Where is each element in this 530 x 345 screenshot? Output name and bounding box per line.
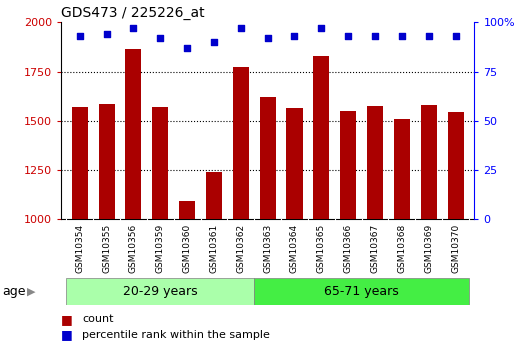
Bar <box>152 107 169 345</box>
Bar <box>421 105 437 345</box>
Text: GSM10354: GSM10354 <box>75 224 84 273</box>
Text: age: age <box>3 285 26 298</box>
Text: ■: ■ <box>61 328 73 341</box>
Bar <box>179 201 195 345</box>
Text: GSM10366: GSM10366 <box>343 224 352 273</box>
Bar <box>72 107 88 345</box>
Text: GSM10364: GSM10364 <box>290 224 299 273</box>
Point <box>156 36 164 41</box>
Bar <box>367 106 383 345</box>
Bar <box>66 278 254 305</box>
Text: ■: ■ <box>61 313 73 326</box>
Text: GSM10368: GSM10368 <box>398 224 407 273</box>
Point <box>452 33 460 39</box>
Text: GSM10359: GSM10359 <box>156 224 165 273</box>
Point <box>371 33 379 39</box>
Text: GSM10367: GSM10367 <box>370 224 379 273</box>
Point <box>398 33 406 39</box>
Text: GSM10360: GSM10360 <box>183 224 192 273</box>
Point <box>183 45 191 51</box>
Point <box>263 36 272 41</box>
Bar <box>233 67 249 345</box>
Point <box>210 39 218 45</box>
Bar <box>394 119 410 345</box>
Point <box>236 26 245 31</box>
Bar <box>313 56 329 345</box>
Text: GSM10363: GSM10363 <box>263 224 272 273</box>
Point <box>129 26 138 31</box>
Text: GSM10362: GSM10362 <box>236 224 245 273</box>
Text: count: count <box>82 314 113 324</box>
Bar <box>340 111 356 345</box>
Point <box>344 33 352 39</box>
Text: 20-29 years: 20-29 years <box>123 285 198 298</box>
Bar <box>254 278 469 305</box>
Text: GDS473 / 225226_at: GDS473 / 225226_at <box>61 6 205 20</box>
Text: GSM10365: GSM10365 <box>317 224 326 273</box>
Text: ▶: ▶ <box>26 287 35 296</box>
Point <box>75 33 84 39</box>
Bar <box>126 49 142 345</box>
Text: GSM10356: GSM10356 <box>129 224 138 273</box>
Text: GSM10370: GSM10370 <box>451 224 460 273</box>
Point <box>290 33 299 39</box>
Text: GSM10355: GSM10355 <box>102 224 111 273</box>
Text: GSM10369: GSM10369 <box>424 224 433 273</box>
Bar <box>99 104 114 345</box>
Bar <box>260 97 276 345</box>
Text: 65-71 years: 65-71 years <box>324 285 399 298</box>
Bar <box>286 108 303 345</box>
Point <box>425 33 433 39</box>
Text: GSM10361: GSM10361 <box>209 224 218 273</box>
Bar <box>447 112 464 345</box>
Point <box>317 26 325 31</box>
Bar <box>206 172 222 345</box>
Text: percentile rank within the sample: percentile rank within the sample <box>82 330 270 339</box>
Point <box>102 31 111 37</box>
